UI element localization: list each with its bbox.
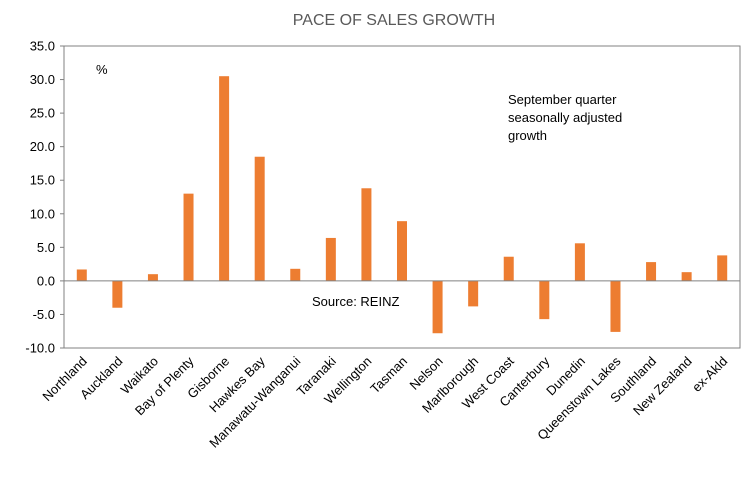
bars-group	[76, 76, 728, 334]
bar-ex-akld	[717, 255, 728, 281]
x-tick-label: ex-Akld	[689, 354, 730, 395]
bar-northland	[76, 269, 87, 281]
source-label: Source: REINZ	[312, 294, 399, 309]
chart-title: PACE OF SALES GROWTH	[293, 12, 495, 29]
bar-gisborne	[219, 76, 230, 281]
y-tick-label: -10.0	[25, 341, 55, 356]
annotation-line-1: September quarter	[508, 92, 617, 107]
x-tick-label: Tasman	[367, 354, 410, 397]
y-tick-label: 25.0	[30, 106, 55, 121]
bar-taranaki	[325, 237, 336, 281]
bar-queenstown-lakes	[610, 280, 621, 332]
y-tick-label: 15.0	[30, 173, 55, 188]
y-tick-label: 35.0	[30, 39, 55, 54]
y-tick-label: 30.0	[30, 72, 55, 87]
y-tick-label: 20.0	[30, 139, 55, 154]
bar-wellington	[361, 188, 372, 281]
bar-new-zealand	[681, 272, 692, 281]
bar-hawkes-bay	[254, 156, 265, 281]
bar-waikato	[147, 274, 158, 281]
bar-west-coast	[503, 256, 514, 281]
y-tick-label: 10.0	[30, 206, 55, 221]
bar-auckland	[112, 280, 123, 308]
bar-southland	[646, 262, 657, 281]
y-tick-label: 0.0	[37, 273, 55, 288]
y-tick-label: -5.0	[33, 307, 55, 322]
y-tick-label: 5.0	[37, 240, 55, 255]
bar-nelson	[432, 280, 443, 334]
bar-bay-of-plenty	[183, 193, 194, 281]
bar-canterbury	[539, 280, 550, 320]
plot-area	[63, 45, 741, 349]
bar-marlborough	[468, 280, 479, 307]
annotation: September quarter seasonally adjusted gr…	[508, 92, 622, 143]
bar-tasman	[397, 221, 407, 281]
bar-dunedin	[574, 243, 585, 281]
y-axis: -10.0 -5.0 0.0 5.0 10.0 15.0 20.0 25.0 30.0 35.0	[25, 39, 64, 356]
annotation-line-2: seasonally adjusted	[508, 110, 622, 125]
unit-label: %	[96, 62, 108, 77]
annotation-line-3: growth	[508, 128, 547, 143]
bar-manawatu-wanganui	[290, 268, 301, 281]
